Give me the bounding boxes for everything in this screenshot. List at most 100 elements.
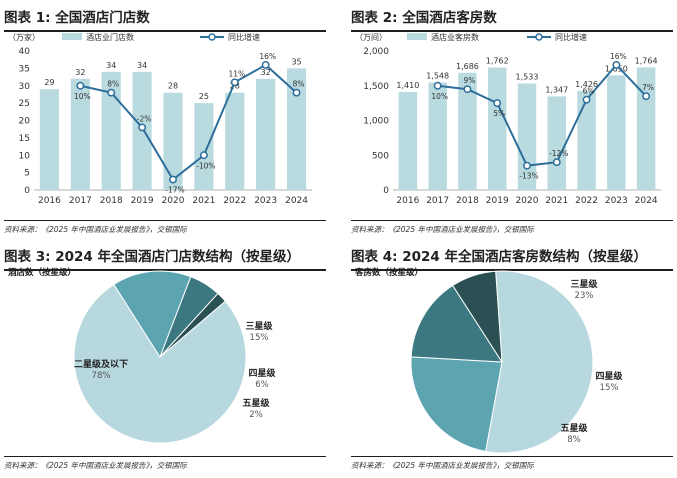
source-note: 资料来源：《2025 年中国酒店业发展报告》，交银国际 [351, 456, 673, 471]
pie-slice [452, 270, 503, 363]
growth-point [493, 99, 502, 108]
hotel-rooms-bar-line-chart: 0 500 1,000 1,500 2,000 （万间） 酒店业客房数 同比增速 1,410 20… [355, 32, 661, 206]
pie-slice [113, 270, 192, 359]
slice-name-label: 四星级 [248, 367, 276, 379]
pie-slice [410, 356, 503, 453]
y-tick-label: 25 [19, 99, 30, 109]
chart-panel-store-structure: 图表 3: 2024 年全国酒店门店数结构（按星级） 酒店数（按星级） 二星级及以… [0, 239, 330, 478]
x-tick-label: 2024 [285, 196, 308, 206]
bar [458, 72, 477, 190]
growth-point [169, 175, 177, 184]
x-tick-label: 2021 [192, 196, 215, 206]
unit-label: （万家） [8, 32, 40, 42]
growth-point [230, 78, 239, 87]
growth-value-label: -2% [137, 114, 152, 123]
x-tick-label: 2023 [254, 196, 277, 206]
bar-value-label: 1,410 [396, 81, 419, 90]
slice-percent-label: 2% [249, 410, 263, 420]
pie-slice [484, 270, 594, 454]
slice-name-label: 五星级 [560, 422, 588, 434]
y-tick-label: 0 [383, 186, 389, 196]
slice-percent-label: 15% [250, 333, 269, 343]
growth-value-label: 10% [431, 92, 448, 101]
growth-point [138, 123, 147, 132]
slice-percent-label: 8% [567, 435, 581, 445]
bar-value-label: 1,764 [635, 56, 658, 65]
growth-value-label: 6% [583, 87, 595, 96]
bar [398, 92, 418, 190]
y-tick-label: 1,000 [363, 117, 389, 127]
bar [577, 90, 596, 190]
legend-line-label: 同比增速 [555, 32, 587, 42]
slice-name-label: 三星级 [245, 320, 273, 332]
chart-title: 图表 3: 2024 年全国酒店门店数结构（按星级） [4, 245, 326, 271]
chart-title: 图表 2: 全国酒店客房数 [351, 6, 673, 32]
growth-value-label: 5% [493, 109, 505, 118]
bar-value-label: 34 [106, 61, 116, 70]
growth-value-label: 16% [610, 52, 627, 61]
source-note: 资料来源：《2025 年中国酒店业发展报告》，交银国际 [4, 456, 326, 471]
x-tick-label: 2018 [100, 196, 123, 206]
y-tick-label: 15 [19, 134, 30, 144]
y-tick-label: 500 [372, 151, 389, 161]
bar-value-label: 32 [261, 68, 271, 77]
x-tick-label: 2019 [486, 196, 509, 206]
pie-slice [159, 292, 227, 358]
bar-value-label: 1,347 [545, 85, 568, 94]
x-tick-label: 2017 [426, 196, 449, 206]
legend-bar-swatch [62, 33, 82, 40]
legend-bar-label: 酒店业门店数 [86, 32, 134, 42]
growth-point [612, 60, 621, 69]
bar-value-label: 1,686 [456, 62, 479, 71]
bar [636, 67, 656, 190]
y-tick-label: 30 [19, 82, 31, 92]
x-tick-label: 2018 [456, 196, 479, 206]
slice-percent-label: 6% [255, 380, 269, 390]
bar [428, 82, 447, 190]
growth-value-label: -12% [549, 149, 568, 158]
legend-bar-swatch [407, 33, 427, 40]
x-tick-label: 2021 [545, 196, 568, 206]
x-tick-label: 2024 [635, 196, 658, 206]
x-tick-label: 2022 [575, 196, 598, 206]
growth-value-label: 10% [74, 92, 91, 101]
growth-value-label: -10% [196, 161, 215, 170]
bar [607, 75, 626, 190]
legend-bar-label: 酒店业客房数 [431, 32, 479, 42]
bar [517, 83, 537, 190]
y-tick-label: 1,500 [363, 82, 389, 92]
bar-value-label: 25 [199, 92, 209, 101]
slice-percent-label: 78% [92, 371, 111, 381]
chart-title: 图表 4: 2024 年全国酒店客房数结构（按星级） [351, 245, 673, 271]
legend-line-label: 同比增速 [228, 32, 260, 42]
growth-value-label: 16% [259, 52, 276, 61]
x-tick-label: 2016 [396, 196, 419, 206]
pie-slice [73, 283, 247, 444]
x-tick-label: 2020 [516, 196, 539, 206]
y-tick-label: 10 [19, 151, 31, 161]
bar [194, 103, 214, 190]
y-tick-label: 35 [19, 64, 30, 74]
bar [225, 92, 245, 190]
x-tick-label: 2016 [38, 196, 61, 206]
growth-line [437, 63, 647, 167]
growth-point [552, 158, 561, 167]
x-tick-label: 2022 [223, 196, 246, 206]
growth-point [463, 85, 472, 94]
slice-percent-label: 23% [575, 291, 594, 301]
y-tick-label: 2,000 [363, 47, 389, 57]
growth-value-label: -17% [165, 186, 184, 195]
slice-name-label: 二星级及以下 [74, 358, 128, 370]
bar [286, 68, 307, 190]
bar [256, 78, 276, 190]
growth-point [292, 88, 301, 97]
bar [487, 67, 507, 190]
growth-point [76, 81, 85, 90]
source-note: 资料来源：《2025 年中国酒店业发展报告》，交银国际 [4, 220, 326, 235]
bar-value-label: 34 [137, 61, 147, 70]
x-tick-label: 2023 [605, 196, 628, 206]
x-tick-label: 2019 [131, 196, 154, 206]
growth-value-label: 9% [463, 76, 475, 85]
